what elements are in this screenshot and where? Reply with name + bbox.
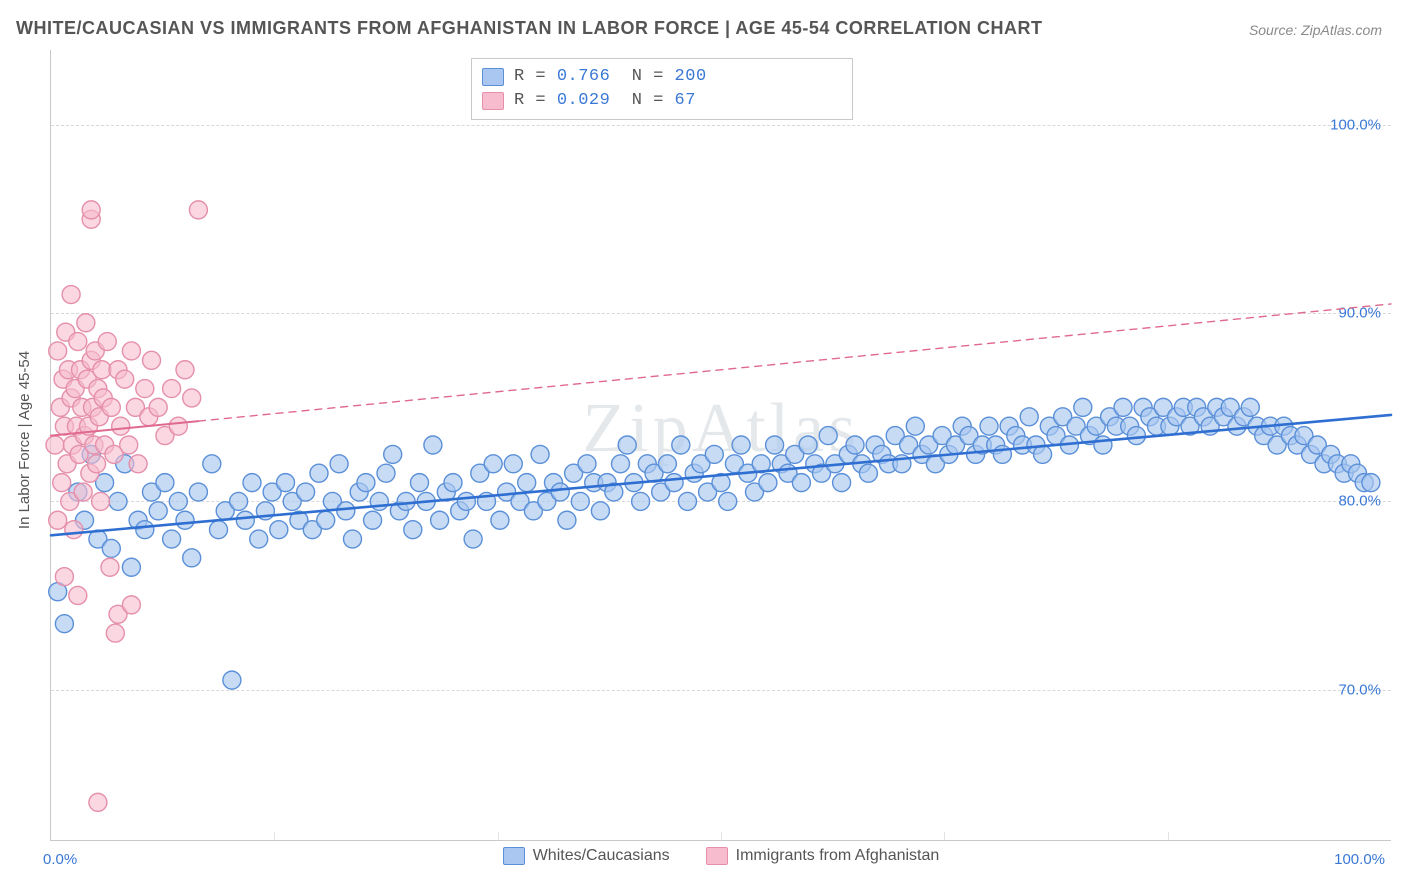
legend-row: R = 0.029 N = 67 <box>482 89 842 113</box>
legend-swatch <box>706 847 728 865</box>
legend-swatch <box>482 68 504 86</box>
legend-item: Immigrants from Afghanistan <box>706 847 940 865</box>
chart-title: WHITE/CAUCASIAN VS IMMIGRANTS FROM AFGHA… <box>16 18 1043 39</box>
legend-label: Immigrants from Afghanistan <box>736 847 940 865</box>
series-legend: Whites/Caucasians Immigrants from Afghani… <box>51 847 1391 870</box>
legend-row: R = 0.766 N = 200 <box>482 65 842 89</box>
y-axis-label: In Labor Force | Age 45-54 <box>16 351 33 529</box>
legend-swatch <box>503 847 525 865</box>
correlation-legend: R = 0.766 N = 200R = 0.029 N = 67 <box>471 58 853 120</box>
legend-label: Whites/Caucasians <box>533 847 670 865</box>
legend-stats: R = 0.766 N = 200 <box>514 65 707 89</box>
chart-container: WHITE/CAUCASIAN VS IMMIGRANTS FROM AFGHA… <box>0 0 1406 892</box>
legend-item: Whites/Caucasians <box>503 847 670 865</box>
plot-area: ZipAtlas 70.0%80.0%90.0%100.0% R = 0.766… <box>50 50 1391 841</box>
legend-stats: R = 0.029 N = 67 <box>514 89 696 113</box>
legend-swatch <box>482 92 504 110</box>
source-attribution: Source: ZipAtlas.com <box>1249 22 1382 38</box>
scatter-plot-svg <box>51 50 1391 840</box>
